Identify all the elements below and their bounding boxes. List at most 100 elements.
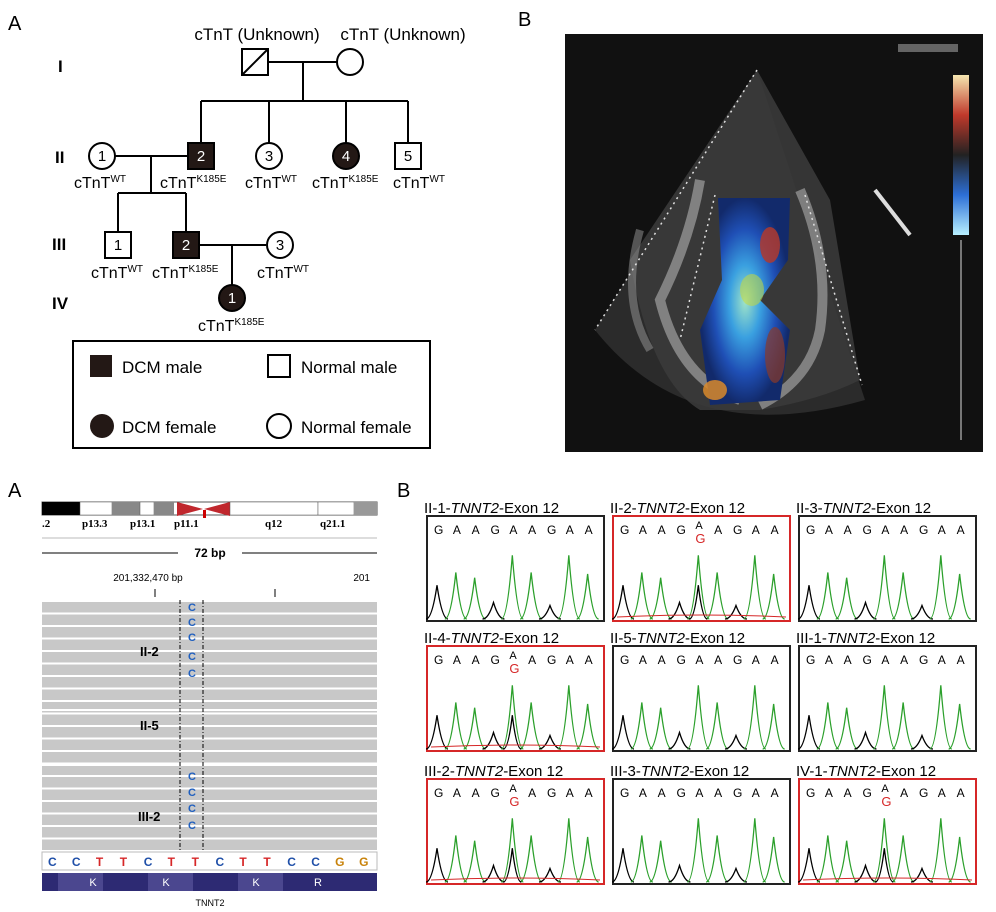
trace-peak xyxy=(611,848,635,883)
igv-ruler: 72 bp 201,332,470 bp 201 xyxy=(42,545,377,597)
base-call: A xyxy=(453,653,461,667)
igv-read xyxy=(42,764,377,775)
base-call: A xyxy=(957,786,965,800)
trace-peak xyxy=(538,603,562,620)
band-label: q12 xyxy=(265,518,283,530)
base-call: A xyxy=(695,653,703,667)
trace-peak-het xyxy=(875,848,894,883)
igv-read xyxy=(42,789,377,800)
base-call: A xyxy=(825,786,833,800)
trace-peak-het xyxy=(503,848,522,883)
base-call: A xyxy=(566,786,574,800)
igv-read xyxy=(42,652,377,663)
base-call: A xyxy=(900,786,908,800)
trace-peak-het xyxy=(503,715,522,750)
base-call: A xyxy=(900,523,908,537)
individual-number: 2 xyxy=(197,148,205,165)
echocardiogram-image xyxy=(565,34,983,452)
generation-label: III xyxy=(52,235,66,254)
base-call-het-top: A xyxy=(509,650,517,662)
base-call: A xyxy=(472,786,480,800)
band-label: .2 xyxy=(42,518,51,530)
base-call: G xyxy=(620,786,629,800)
legend-label: Normal male xyxy=(301,358,397,377)
chromatogram-title: II-3-TNNT2-Exon 12 xyxy=(796,500,931,517)
panel-b-bottom-letter: B xyxy=(397,480,410,502)
gen4-1-dcm-female xyxy=(218,284,246,312)
base-call: G xyxy=(547,653,556,667)
variant-base: C xyxy=(188,771,196,783)
genotype-label: cTnTK185E xyxy=(152,264,219,282)
base-call-het-bottom: G xyxy=(881,794,891,809)
base-call: A xyxy=(472,523,480,537)
gen1-mother-label: cTnT (Unknown) xyxy=(340,25,465,44)
igv-read xyxy=(42,614,377,625)
chromatogram-title: III-1-TNNT2-Exon 12 xyxy=(796,630,935,647)
trace-peak xyxy=(797,715,821,750)
gen2-genotype-labels: cTnTWT cTnTK185E cTnTWT cTnTK185E cTnTWT xyxy=(74,174,445,192)
base-call: A xyxy=(900,653,908,667)
base-call: G xyxy=(434,653,443,667)
base-call: G xyxy=(733,523,742,537)
trace-peak xyxy=(668,730,691,750)
variant-base: C xyxy=(188,787,196,799)
generation-label: I xyxy=(58,57,63,76)
individual-number: 3 xyxy=(276,237,284,254)
trace-peak xyxy=(519,572,543,620)
generation-label: II xyxy=(55,148,64,167)
igv-read xyxy=(42,639,377,650)
igv-gene-label: TNNT2 xyxy=(196,898,225,908)
base-call: G xyxy=(806,786,815,800)
legend-normal-female-circle xyxy=(266,413,292,439)
trace-peak xyxy=(910,603,934,620)
igv-read xyxy=(42,814,377,825)
base-call: A xyxy=(957,653,965,667)
base-call: A xyxy=(528,653,536,667)
base-call: G xyxy=(733,786,742,800)
pedigree-legend: DCM male Normal male DCM female Normal f… xyxy=(72,340,431,449)
igv-chromosome-ideogram xyxy=(41,501,378,518)
base-call: A xyxy=(714,786,722,800)
genotype-label: cTnTK185E xyxy=(160,174,227,192)
base-call: A xyxy=(752,523,760,537)
trace-peak xyxy=(762,703,785,750)
base-call-het-top: A xyxy=(695,520,703,532)
trace-peak xyxy=(835,707,858,750)
igv-read xyxy=(42,689,377,700)
legend-label: Normal female xyxy=(301,418,412,437)
base-call-het-bottom: G xyxy=(509,794,519,809)
trace-peak xyxy=(705,835,729,883)
trace-peak xyxy=(891,572,915,620)
trace-peak xyxy=(538,733,562,750)
trace-peak xyxy=(444,702,468,750)
genotype-label: cTnTK185E xyxy=(312,174,379,192)
base-call: G xyxy=(919,786,928,800)
base-call: A xyxy=(566,523,574,537)
trace-peak xyxy=(444,835,468,883)
panel-a-top-letter: A xyxy=(8,13,22,35)
trace-peak xyxy=(743,685,767,750)
igv-group-label: II-2 xyxy=(140,644,159,659)
trace-peak xyxy=(872,555,896,620)
individual-number: 3 xyxy=(265,148,273,165)
pedigree-lines xyxy=(115,61,409,285)
trace-peak xyxy=(686,685,710,750)
base-call: A xyxy=(825,653,833,667)
trace-peak xyxy=(576,573,599,620)
base-call: G xyxy=(490,653,499,667)
trace-peak xyxy=(576,703,599,750)
base-call: A xyxy=(881,523,889,537)
gen3-3-normal-female xyxy=(266,231,294,259)
base-call: A xyxy=(938,523,946,537)
trace-peak xyxy=(425,585,449,620)
sequence-base: C xyxy=(216,855,225,869)
trace-peak xyxy=(724,866,748,883)
sequence-base: T xyxy=(192,855,200,869)
base-call: A xyxy=(528,786,536,800)
base-call: G xyxy=(434,523,443,537)
individual-number: 5 xyxy=(404,148,412,165)
panel-b-top-letter: B xyxy=(518,9,531,31)
igv-read xyxy=(42,677,377,688)
